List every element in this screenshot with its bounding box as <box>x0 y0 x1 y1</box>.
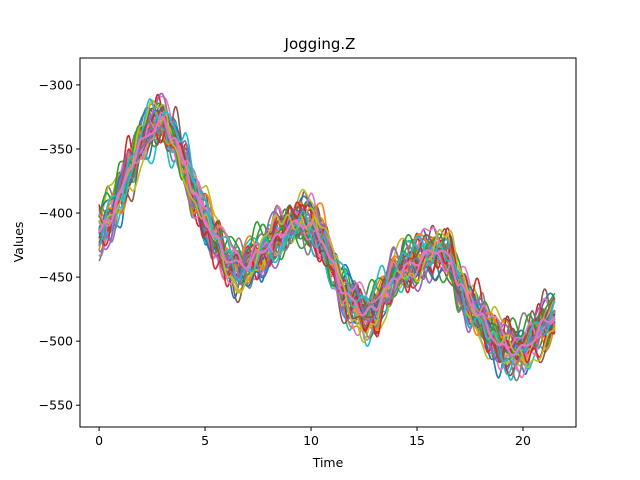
y-tick-label: −350 <box>39 141 73 156</box>
y-axis: −550 −500 −450 −400 −350 −300 <box>39 77 80 413</box>
x-axis: 0 5 10 15 20 <box>95 427 531 448</box>
plot-frame <box>79 57 577 428</box>
y-tick-label: −500 <box>39 334 73 349</box>
x-tick-label: 0 <box>95 433 103 448</box>
series-line <box>98 116 556 357</box>
x-tick-label: 15 <box>409 433 425 448</box>
y-tick-label: −300 <box>39 77 73 92</box>
series-layer <box>98 92 556 382</box>
y-tick-label: −450 <box>39 270 73 285</box>
y-tick-label: −550 <box>39 398 73 413</box>
series-line <box>98 128 556 366</box>
y-tick-label: −400 <box>39 206 73 221</box>
x-tick-label: 10 <box>303 433 319 448</box>
x-tick-label: 20 <box>515 433 531 448</box>
series-line <box>98 107 556 361</box>
x-axis-label: Time <box>312 455 344 470</box>
series-line <box>98 126 556 363</box>
y-axis-label: Values <box>11 222 26 263</box>
chart-title: Jogging.Z <box>284 35 356 53</box>
x-tick-label: 5 <box>201 433 209 448</box>
series-line <box>98 98 556 376</box>
